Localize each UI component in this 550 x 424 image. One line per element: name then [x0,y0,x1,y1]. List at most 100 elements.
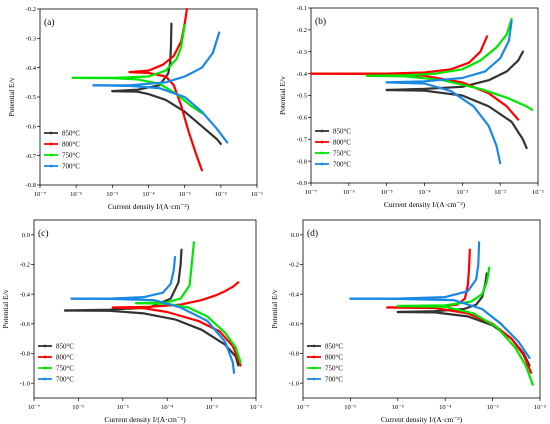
data-point [158,87,161,90]
data-point [487,125,490,128]
data-point [70,297,73,300]
legend-label: 700°C [62,163,80,171]
series-4 [349,241,531,359]
data-point [468,248,471,251]
x-tick-label: 10⁻⁶ [72,404,84,411]
series-2 [111,281,242,367]
x-tick-label: 10⁻² [494,189,506,196]
x-tick-label: 10⁻⁷ [305,189,317,196]
x-tick-label: 10⁻⁵ [117,404,129,411]
series-3 [396,266,534,386]
x-tick-label: 10⁻³ [487,404,499,411]
legend-marker [320,129,324,133]
legend: 850°C 800°C 750°C 700°C [44,130,80,171]
data-point [214,294,217,297]
data-point [531,383,534,386]
series-line-cathodic [111,90,222,145]
legend-label: 750°C [62,152,80,160]
data-point [479,59,482,62]
plot-frame [33,219,257,399]
series-line-anodic [385,50,524,92]
x-tick-label: 10⁻⁶ [70,191,82,198]
data-point [423,71,426,74]
data-point [522,50,524,53]
data-point [500,322,502,325]
series-3 [71,24,203,115]
y-axis-label: Potential E/v [278,76,287,115]
y-tick-label: -0.2 [289,262,299,269]
legend-label: 800°C [62,141,80,149]
legend-marker [320,151,324,155]
data-point [143,312,145,315]
data-point [111,90,114,93]
data-point [396,305,399,307]
data-point [461,77,464,79]
y-tick-label: -0.4 [289,291,300,298]
chart-panel-3: 10⁻⁷ 10⁻⁶ 10⁻⁵ 10⁻⁴ 10⁻³ 10⁻² -1.0 -0.8 -0.6 -0.4… [1,219,262,424]
data-point [510,337,513,340]
data-point [180,104,183,107]
y-tick-label: 0.0 [291,232,299,239]
data-point [475,278,478,281]
series-line-anodic [128,7,188,74]
series-line-anodic [385,20,513,84]
y-tick-label: -0.3 [26,36,36,43]
data-point [385,89,388,91]
y-tick-label: -0.6 [20,321,31,328]
series-line-cathodic [92,84,229,144]
y-tick-label: -0.8 [297,158,307,165]
series-line-cathodic [385,88,528,150]
panel-label: (a) [44,17,55,28]
data-point [201,66,203,69]
series-line-anodic [111,281,240,309]
data-point [224,331,226,334]
series-line-cathodic [396,304,534,386]
data-point [505,70,508,73]
data-point [444,296,447,299]
data-point [179,297,182,300]
y-tick-label: -0.6 [297,115,308,122]
data-point [461,94,464,97]
legend-marker [43,344,47,348]
y-tick-label: -1.0 [289,380,299,387]
legend: 850°C 800°C 750°C 700°C [38,343,74,384]
legend-marker [312,355,316,359]
series-1 [111,22,222,145]
legend-marker [312,377,316,381]
data-point [499,57,502,60]
legend-marker [43,377,47,381]
legend-marker [312,366,316,370]
data-point [190,266,193,269]
y-tick-label: -0.2 [297,27,307,34]
data-point [486,35,488,38]
data-point [183,110,186,113]
series-1 [63,248,240,367]
data-point [194,151,197,154]
y-tick-label: -0.4 [297,71,308,78]
data-point [505,96,508,99]
x-tick-label: 10⁻⁵ [392,404,404,411]
series-line-cathodic [385,81,502,165]
y-tick-label: -0.7 [26,153,37,160]
legend-marker [49,164,53,168]
x-tick-label: 10⁻⁷ [34,191,46,198]
series-1 [385,50,528,150]
data-point [463,308,465,310]
data-point [485,281,488,284]
series-line-cathodic [365,74,534,111]
data-point [386,306,389,309]
data-point [206,319,209,322]
y-tick-label: -0.4 [20,291,31,298]
x-tick-label: 10⁻⁵ [381,189,393,196]
data-point [452,299,455,301]
plot-frame [302,219,541,399]
data-point [169,282,172,285]
legend-marker [320,140,324,144]
data-point [166,311,169,313]
data-point [528,357,531,359]
legend-marker [312,344,316,348]
series-4 [70,256,236,374]
data-point [530,371,533,374]
legend-label: 750°C [325,365,343,373]
